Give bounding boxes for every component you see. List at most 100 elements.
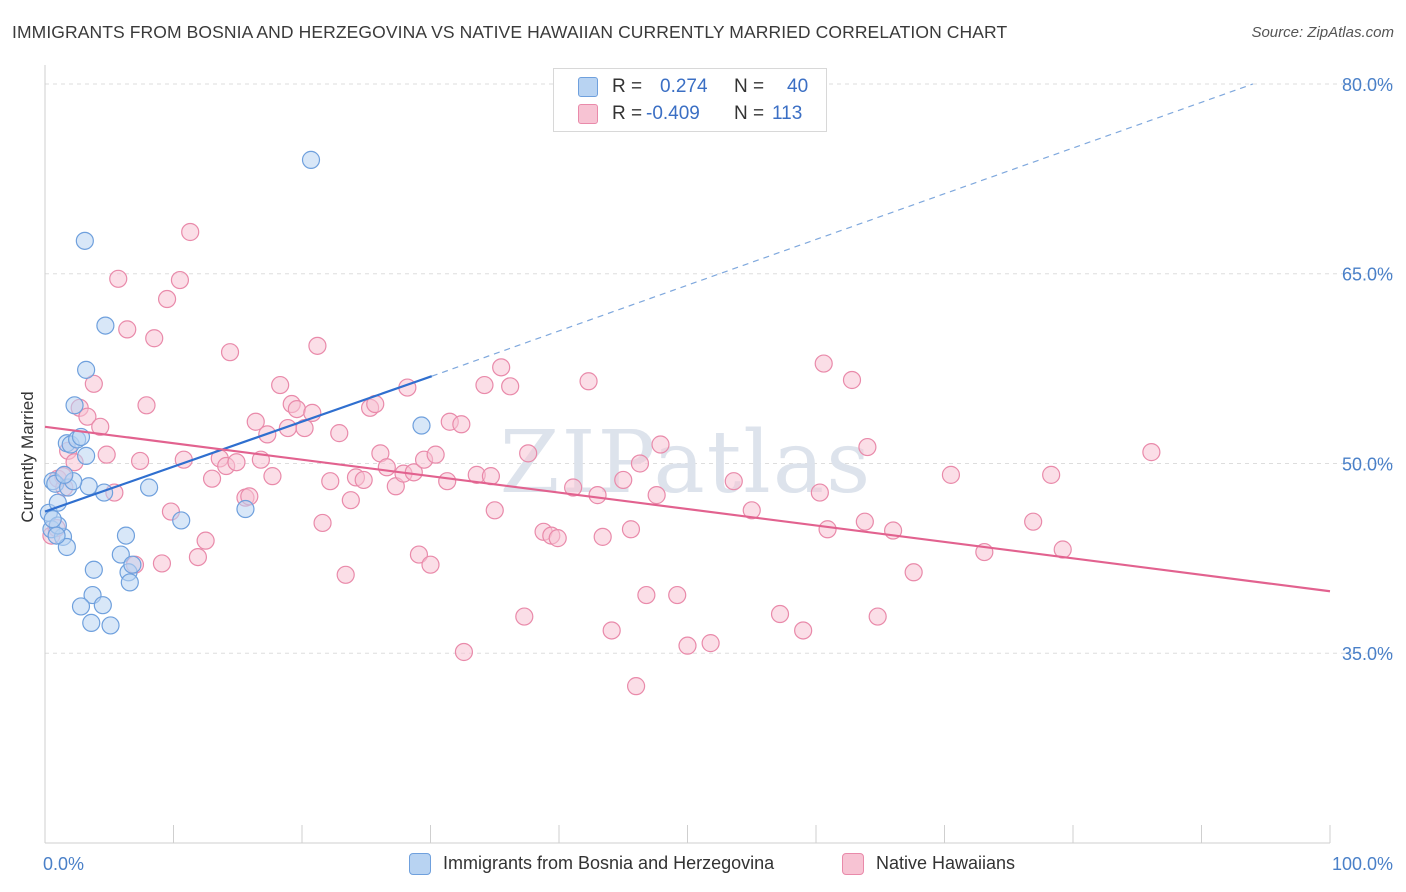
- hawaiian-point: [421, 555, 440, 574]
- hawaiian-point: [438, 472, 457, 491]
- hawaiian-point: [501, 377, 520, 396]
- bosnia-point: [172, 511, 191, 530]
- n-value-series2: 113: [772, 103, 803, 124]
- hawaiian-point: [354, 470, 373, 490]
- hawaiian-point: [152, 554, 172, 573]
- hawaiian-point: [794, 621, 813, 640]
- r-value-series1: 0.274: [660, 76, 708, 97]
- hawaiian-point: [97, 445, 116, 464]
- y-tick-label: 65.0%: [1342, 265, 1393, 285]
- hawaiian-point: [858, 437, 877, 457]
- bosnia-point: [57, 537, 76, 557]
- bosnia-point: [101, 616, 120, 635]
- hawaiian-point: [492, 358, 511, 377]
- bosnia-point: [301, 150, 321, 169]
- hawaiian-point: [678, 636, 697, 655]
- grid-lines: [45, 83, 1395, 654]
- bosnia-trend-extension: [431, 83, 1254, 377]
- hawaiian-point: [1024, 512, 1043, 531]
- bosnia-point: [93, 596, 112, 615]
- hawaiian-point: [1142, 443, 1161, 462]
- hawaiian-point: [814, 354, 833, 373]
- bosnia-point: [77, 360, 96, 379]
- hawaiian-point: [701, 634, 720, 653]
- hawaiian-point: [579, 372, 598, 391]
- hawaiian-point: [130, 451, 150, 471]
- hawaiian-point: [78, 407, 97, 426]
- hawaiian-point: [842, 370, 862, 390]
- hawaiian-point: [220, 343, 240, 362]
- hawaiian-point: [321, 472, 340, 491]
- hawaiian-point: [855, 512, 874, 531]
- bosnia-point: [47, 526, 66, 545]
- hawaiian-point: [181, 222, 200, 242]
- hawaiian-point: [593, 527, 612, 546]
- pink-swatch: [578, 104, 598, 124]
- legend-label-hawaiians: Native Hawaiians: [876, 853, 1016, 873]
- hawaiian-point: [109, 269, 128, 288]
- legend-label-bosnia: Immigrants from Bosnia and Herzegovina: [443, 853, 775, 873]
- stats-row-series2: R = -0.409 N = 113: [554, 101, 826, 127]
- watermark: ZIPatlas: [500, 413, 872, 513]
- hawaiian-point: [287, 399, 306, 419]
- hawaiian-point: [426, 445, 445, 464]
- hawaiian-point: [621, 520, 641, 539]
- hawaiian-point: [145, 329, 164, 348]
- n-label: N =: [734, 76, 765, 97]
- hawaiian-point: [548, 529, 567, 548]
- hawaiian-point: [1042, 465, 1061, 484]
- bosnia-trend-line: [44, 375, 433, 513]
- r-value-series2: -0.409: [646, 103, 700, 124]
- hawaiian-point: [196, 531, 215, 550]
- hawaiian-point: [246, 412, 265, 431]
- r-label: R =: [612, 103, 643, 124]
- hawaiian-point: [188, 548, 208, 567]
- x-tick-label: 100.0%: [1332, 854, 1393, 874]
- y-tick-label: 50.0%: [1342, 454, 1393, 474]
- bosnia-point: [111, 545, 130, 564]
- bosnia-point: [96, 316, 115, 335]
- hawaiian-point: [651, 435, 670, 454]
- stats-row-series1: R = 0.274 N = 40: [554, 74, 826, 100]
- hawaiian-point: [475, 375, 494, 395]
- hawaiian-point: [118, 320, 137, 339]
- bosnia-point: [79, 477, 98, 496]
- chart-title: IMMIGRANTS FROM BOSNIA AND HERZEGOVINA V…: [12, 22, 1008, 42]
- hawaiian-point: [724, 472, 743, 491]
- bosnia-point: [123, 555, 142, 574]
- hawaiian-point: [313, 513, 332, 533]
- bosnia-point: [77, 446, 96, 465]
- bosnia-point: [43, 510, 62, 529]
- hawaiian-point: [668, 585, 687, 605]
- blue-swatch: [578, 77, 598, 97]
- hawaiian-point: [637, 585, 656, 605]
- hawaiian-point: [770, 604, 790, 624]
- bosnia-point: [84, 560, 103, 579]
- bosnia-point: [55, 465, 74, 484]
- bosnia-point: [120, 573, 139, 592]
- hawaiian-point: [818, 520, 837, 539]
- n-label: N =: [734, 103, 765, 124]
- bosnia-point: [412, 416, 431, 435]
- hawaiian-point: [330, 424, 349, 443]
- hawaiian-point: [84, 374, 103, 393]
- scatter-points: [39, 150, 1161, 696]
- hawaiian-point: [452, 415, 471, 434]
- hawaiian-point: [626, 677, 646, 696]
- hawaiian-point: [308, 336, 327, 355]
- axes: [44, 65, 1331, 844]
- hawaiian-point: [137, 396, 156, 415]
- trend-lines: [44, 83, 1331, 593]
- bosnia-point: [48, 493, 67, 512]
- hawaiian-point: [904, 563, 923, 582]
- legend-item-hawaiians: Native Hawaiians: [842, 852, 1042, 878]
- y-tick-label: 80.0%: [1342, 75, 1393, 95]
- hawaiian-point: [91, 417, 110, 436]
- bosnia-point: [139, 478, 159, 497]
- bosnia-point: [75, 231, 94, 250]
- hawaiian-point: [336, 565, 355, 584]
- legend-item-bosnia: Immigrants from Bosnia and Herzegovina: [409, 852, 829, 878]
- source-label: Source: ZipAtlas.com: [1251, 24, 1394, 41]
- hawaiian-point: [485, 501, 504, 520]
